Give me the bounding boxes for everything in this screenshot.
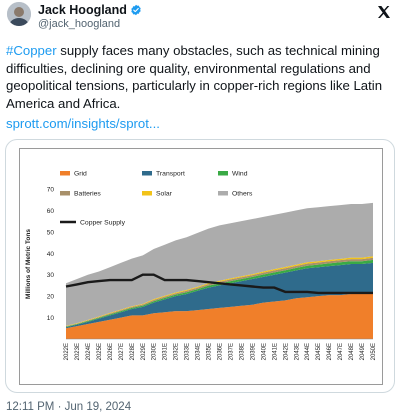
legend-label: Others xyxy=(232,191,253,198)
y-tick-label: 70 xyxy=(47,187,55,194)
x-tick-label: 2025E xyxy=(97,343,103,360)
legend-label: Transport xyxy=(156,171,185,178)
x-tick-label: 2044E xyxy=(305,343,311,360)
x-tick-label: 2040E xyxy=(261,343,267,360)
copper-demand-chart: 10 20 30 40 50 60 70 Millions of Metric Tons 202… xyxy=(25,171,377,361)
line-copper-supply xyxy=(65,273,373,295)
x-tick-label: 2041E xyxy=(272,343,278,360)
x-tick-label: 2036E xyxy=(218,343,224,360)
x-tick-label: 2043E xyxy=(294,343,300,360)
chart-frame: 10 20 30 40 50 60 70 Millions of Metric Tons 202… xyxy=(19,148,383,385)
x-tick-label: 2027E xyxy=(119,343,125,360)
legend-swatch xyxy=(218,171,228,176)
y-tick-label: 30 xyxy=(47,272,55,279)
x-tick-label: 2033E xyxy=(185,343,191,360)
y-tick-label: 60 xyxy=(47,208,55,215)
y-axis-label: Millions of Metric Tons xyxy=(25,229,32,299)
legend-swatch xyxy=(142,171,152,176)
x-tick-label: 2023E xyxy=(75,343,81,360)
x-tick-label: 2024E xyxy=(86,343,92,360)
article-link[interactable]: sprott.com/insights/sprot... xyxy=(6,116,160,131)
area-transport xyxy=(66,262,373,329)
post-timestamp[interactable]: 12:11 PM · Jun 19, 2024 xyxy=(6,401,132,413)
x-tick-label: 2032E xyxy=(174,343,180,360)
y-tick-label: 10 xyxy=(47,315,55,322)
x-tick-label: 2047E xyxy=(338,343,344,360)
legend-label: Batteries xyxy=(74,191,101,198)
x-tick-label: 2022E xyxy=(64,343,70,360)
x-tick-label: 2049E xyxy=(360,343,366,360)
legend-label: Solar xyxy=(156,191,173,198)
area-grid xyxy=(66,292,373,339)
x-tick-label: 2038E xyxy=(239,343,245,360)
x-tick-label: 2045E xyxy=(316,343,322,360)
legend-label: Wind xyxy=(232,171,248,178)
post-body: supply faces many obstacles, such as tec… xyxy=(6,43,383,111)
x-tick-label: 2034E xyxy=(196,343,202,360)
area-others xyxy=(66,202,373,326)
author-name-row: Jack Hoogland xyxy=(38,3,142,17)
author-handle[interactable]: @jack_hoogland xyxy=(38,18,121,30)
x-tick-label: 2046E xyxy=(327,343,333,360)
x-tick-label: 2031E xyxy=(163,343,169,360)
avatar[interactable] xyxy=(7,2,31,26)
x-tick-label: 2037E xyxy=(228,343,234,360)
x-tick-label: 2048E xyxy=(349,343,355,360)
x-tick-label: 2035E xyxy=(207,343,213,360)
x-tick-label: 2039E xyxy=(250,343,256,360)
x-tick-label: 2030E xyxy=(152,343,158,360)
x-logo-icon[interactable] xyxy=(376,4,392,20)
legend-label: Grid xyxy=(74,171,87,178)
legend-swatch xyxy=(60,171,70,176)
hashtag-link[interactable]: #Copper xyxy=(6,43,57,58)
legend-swatch xyxy=(218,191,228,196)
verified-badge-icon xyxy=(131,4,141,16)
x-tick-label: 2029E xyxy=(141,343,147,360)
author-display-name[interactable]: Jack Hoogland xyxy=(38,3,127,17)
legend-swatch xyxy=(142,191,152,196)
avatar-picture xyxy=(7,2,31,26)
media-attachment[interactable]: 10 20 30 40 50 60 70 Millions of Metric Tons 202… xyxy=(5,139,395,393)
y-tick-label: 50 xyxy=(47,229,55,236)
y-tick-label: 20 xyxy=(47,294,55,301)
legend-swatch xyxy=(60,191,70,196)
post-text: #Copper supply faces many obstacles, suc… xyxy=(6,42,394,112)
x-tick-label: 2028E xyxy=(130,343,136,360)
x-tick-label: 2050E xyxy=(371,343,377,360)
x-tick-label: 2042E xyxy=(283,343,289,360)
x-tick-label: 2026E xyxy=(108,343,114,360)
legend-label: Copper Supply xyxy=(80,220,126,227)
y-tick-label: 40 xyxy=(47,251,55,258)
